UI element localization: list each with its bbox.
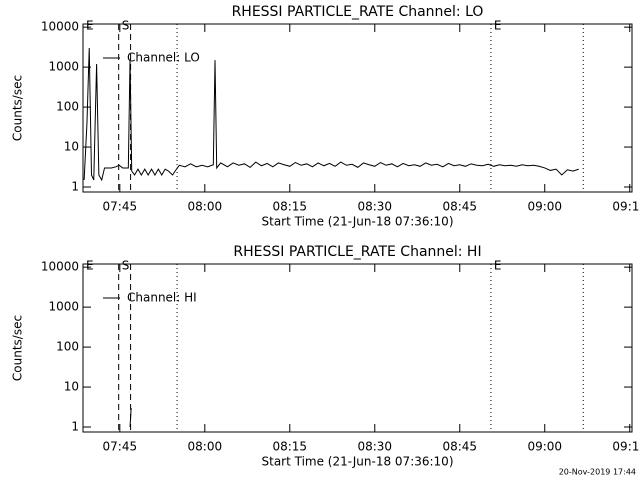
- y-tick-label: 1000: [48, 300, 79, 314]
- y-tick-label: 100: [56, 340, 79, 354]
- marker-label: E: [494, 19, 502, 33]
- legend-label: Channel: LO: [127, 51, 200, 65]
- y-axis-label: Counts/sec: [11, 75, 25, 141]
- marker-label: S: [122, 259, 130, 273]
- annotation: E: [86, 19, 94, 33]
- x-tick-label: 08:30: [357, 200, 392, 214]
- plot-frame: [82, 23, 633, 193]
- x-tick-label: 08:45: [442, 200, 477, 214]
- chart-title: RHESSI PARTICLE_RATE Channel: LO: [232, 4, 484, 20]
- y-tick-label: 10000: [41, 20, 79, 34]
- y-tick-label: 100: [56, 100, 79, 114]
- x-tick-label: 09:00: [527, 200, 562, 214]
- y-tick-label: 10: [64, 380, 79, 394]
- x-tick-label: 08:00: [188, 440, 223, 454]
- legend-label: Channel: HI: [127, 291, 197, 305]
- x-axis-label: Start Time (21-Jun-18 07:36:10): [262, 455, 454, 469]
- x-axis-label: Start Time (21-Jun-18 07:36:10): [262, 215, 454, 229]
- x-tick-label: 09:00: [527, 440, 562, 454]
- x-tick-label: 08:15: [272, 440, 307, 454]
- x-tick-label: 08:30: [357, 440, 392, 454]
- x-tick-label: 08:00: [188, 200, 223, 214]
- series-line: [129, 407, 132, 428]
- y-tick-label: 10: [64, 140, 79, 154]
- x-tick-label: 08:15: [272, 200, 307, 214]
- plot-frame: [82, 263, 633, 433]
- x-tick-label: 07:45: [103, 200, 138, 214]
- y-axis-label: Counts/sec: [11, 315, 25, 381]
- series-line: [83, 48, 579, 182]
- marker-label: S: [122, 19, 130, 33]
- x-tick-label: 09:15: [612, 200, 640, 214]
- x-tick-label: 09:15: [612, 440, 640, 454]
- y-tick-label: 1000: [48, 60, 79, 74]
- x-tick-label: 07:45: [103, 440, 138, 454]
- chart-title: RHESSI PARTICLE_RATE Channel: HI: [233, 244, 481, 260]
- marker-label: E: [494, 259, 502, 273]
- x-tick-label: 08:45: [442, 440, 477, 454]
- y-tick-label: 10000: [41, 260, 79, 274]
- y-tick-label: 1: [71, 420, 79, 434]
- annotation: E: [86, 259, 94, 273]
- y-tick-label: 1: [71, 180, 79, 194]
- footer: 20-Nov-2019 17:44: [559, 468, 636, 477]
